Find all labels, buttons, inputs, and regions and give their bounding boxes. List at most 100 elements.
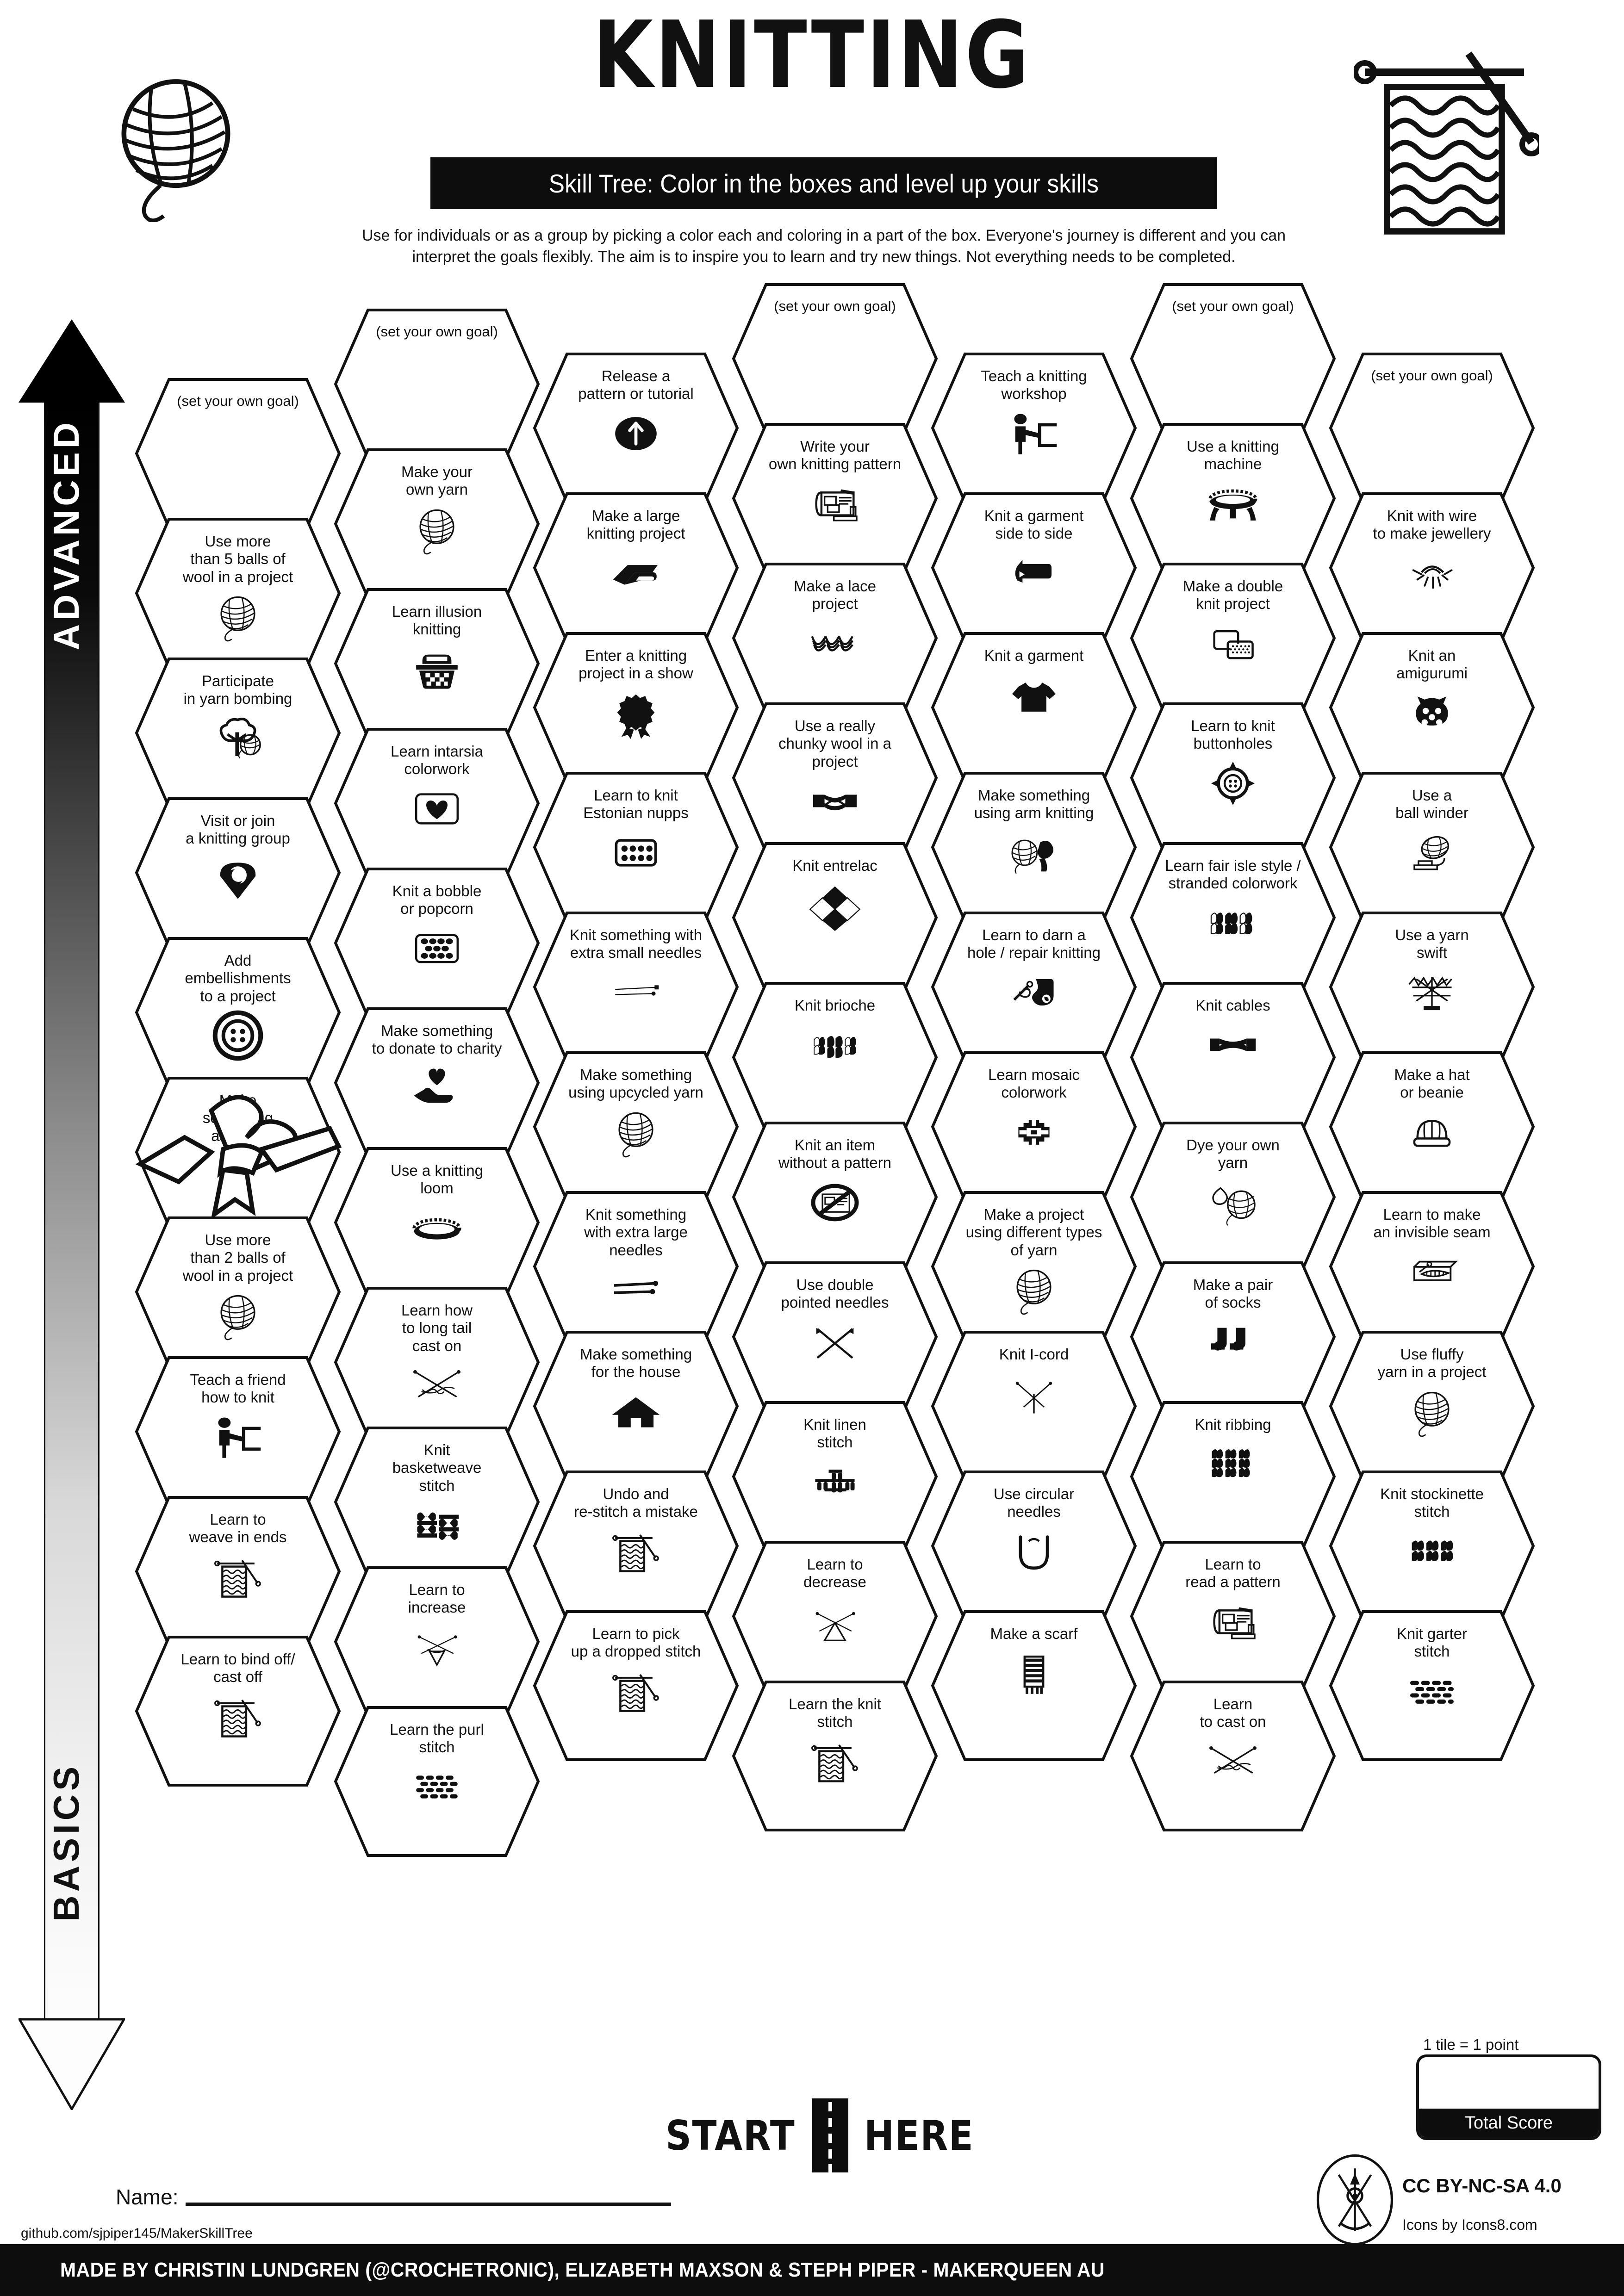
skill-tile[interactable]: Learn to make an invisible seam bbox=[1328, 1190, 1536, 1343]
skill-tile[interactable]: Learn to knit buttonholes bbox=[1129, 701, 1337, 854]
skill-tile[interactable]: Release a pattern or tutorial bbox=[532, 352, 740, 504]
skill-tile[interactable]: Make a pair of socks bbox=[1129, 1260, 1337, 1413]
skill-tile[interactable]: Participate in yarn bombing bbox=[134, 657, 342, 809]
skill-tile[interactable]: Knit an amigurumi bbox=[1328, 631, 1536, 784]
skill-tile[interactable]: (set your own goal) bbox=[333, 308, 541, 460]
skill-tile[interactable]: Make something using upcycled yarn bbox=[532, 1050, 740, 1203]
skill-tile[interactable]: Write your own knitting pattern bbox=[731, 422, 939, 575]
skill-tile[interactable]: Learn to weave in ends bbox=[134, 1495, 342, 1648]
total-score-box[interactable]: Total Score bbox=[1416, 2054, 1601, 2140]
skill-tile-label: Knit stockinette stitch bbox=[1380, 1485, 1484, 1520]
upload-arrow-icon bbox=[608, 408, 664, 459]
road-graphic bbox=[812, 2098, 849, 2173]
skill-tile[interactable]: Dye your own yarn bbox=[1129, 1121, 1337, 1273]
skill-tile[interactable]: Learn how to long tail cast on bbox=[333, 1286, 541, 1439]
skill-tile[interactable]: Knit cables bbox=[1129, 981, 1337, 1134]
skill-tile-label: Make something to donate to charity bbox=[372, 1022, 502, 1057]
skill-tile[interactable]: Undo and re-stitch a mistake bbox=[532, 1470, 740, 1622]
skill-tile[interactable]: Knit linen stitch bbox=[731, 1400, 939, 1553]
skill-tile[interactable]: Knit with wire to make jewellery bbox=[1328, 491, 1536, 644]
skill-tile[interactable]: Learn to bind off/cast off bbox=[134, 1635, 342, 1787]
skill-tile[interactable]: Make a double knit project bbox=[1129, 562, 1337, 714]
skill-tile[interactable]: (set your own goal) bbox=[1328, 352, 1536, 504]
skill-tile[interactable]: Learn to read a pattern bbox=[1129, 1540, 1337, 1693]
skill-tile[interactable]: Teach a friend how to knit bbox=[134, 1355, 342, 1508]
project-url[interactable]: github.com/sjpiper145/MakerSkillTree bbox=[21, 2226, 253, 2241]
skill-tile[interactable]: (set your own goal) bbox=[134, 377, 342, 530]
skill-tile-label: Use more than 5 balls of wool in a project bbox=[182, 533, 293, 585]
skill-tile[interactable]: Use fluffy yarn in a project bbox=[1328, 1330, 1536, 1483]
skill-tile[interactable]: Learn mosaic colorwork bbox=[930, 1050, 1138, 1203]
yarn-swift-icon bbox=[1404, 967, 1460, 1018]
house-icon bbox=[608, 1386, 664, 1438]
skill-tile[interactable]: Use a really chunky wool in a project bbox=[731, 701, 939, 854]
skill-tile[interactable]: Make something to donate to charity bbox=[333, 1006, 541, 1159]
skill-tile[interactable]: Make your own yarn bbox=[333, 447, 541, 600]
skill-tile[interactable]: Use a knitting machine bbox=[1129, 422, 1337, 575]
skill-tile[interactable]: Use double pointed needles bbox=[731, 1260, 939, 1413]
skill-tile[interactable]: Use circular needles bbox=[930, 1470, 1138, 1622]
skill-tile[interactable]: Makesomethingas a gift bbox=[134, 1076, 342, 1229]
skill-tile[interactable]: Teach a knitting workshop bbox=[930, 352, 1138, 504]
skill-tile[interactable]: Make a scarf bbox=[930, 1609, 1138, 1762]
skill-tile[interactable]: Make something using arm knitting bbox=[930, 771, 1138, 924]
skill-tile[interactable]: Learn to increase bbox=[333, 1565, 541, 1718]
skill-tile[interactable]: Knit something with extra small needles bbox=[532, 911, 740, 1063]
skill-tile[interactable]: Visit or join a knitting group bbox=[134, 796, 342, 949]
makerqueen-logo-icon bbox=[1316, 2154, 1394, 2246]
skill-tile[interactable]: Learn to cast on bbox=[1129, 1680, 1337, 1832]
skill-tile[interactable]: Use more than 2 balls of wool in a project bbox=[134, 1216, 342, 1368]
skill-tile-label: Dye your own yarn bbox=[1186, 1136, 1280, 1172]
skill-tile-label: Teach a friend how to knit bbox=[190, 1371, 286, 1406]
skill-tile[interactable]: Knit I-cord bbox=[930, 1330, 1138, 1483]
skill-tile[interactable]: Learn intarsia colorwork bbox=[333, 727, 541, 880]
skill-tile[interactable]: Use more than 5 balls of wool in a project bbox=[134, 517, 342, 670]
skill-tile[interactable]: Knit ribbing bbox=[1129, 1400, 1337, 1553]
skill-tile[interactable]: Knit a garment side to side bbox=[930, 491, 1138, 644]
knitting-machine-icon bbox=[1205, 478, 1261, 530]
scarf-icon bbox=[1006, 1647, 1062, 1699]
crossed-needles-icon bbox=[409, 1359, 465, 1411]
skill-tile[interactable]: Knit garter stitch bbox=[1328, 1609, 1536, 1762]
needles-swatch-doodle-icon bbox=[1354, 51, 1539, 235]
skill-tile[interactable]: Learn to pick up a dropped stitch bbox=[532, 1609, 740, 1762]
skill-tile[interactable]: Enter a knitting project in a show bbox=[532, 631, 740, 784]
purl-rows-icon bbox=[409, 1761, 465, 1813]
name-field-row[interactable]: Name: bbox=[116, 2177, 671, 2209]
skill-tile[interactable]: Learn the purl stitch bbox=[333, 1705, 541, 1858]
skill-tile[interactable]: Learn the knit stitch bbox=[731, 1680, 939, 1832]
skill-tile[interactable]: Knit brioche bbox=[731, 981, 939, 1134]
skill-tile-label: Learn to increase bbox=[408, 1581, 466, 1616]
needle-swatch-icon bbox=[210, 1551, 266, 1603]
page-footer: MADE BY CHRISTIN LUNDGREN (@CROCHETRONIC… bbox=[0, 2244, 1624, 2296]
skill-tile[interactable]: Knit something with extra large needles bbox=[532, 1190, 740, 1343]
skill-tile[interactable]: Knit stockinette stitch bbox=[1328, 1470, 1536, 1622]
skill-tile[interactable]: Knit a bobble or popcorn bbox=[333, 867, 541, 1019]
skill-tile[interactable]: Knit a garment bbox=[930, 631, 1138, 784]
skill-tile-label: Knit an amigurumi bbox=[1396, 647, 1468, 682]
skill-tile[interactable]: Make a hat or beanie bbox=[1328, 1050, 1536, 1203]
skill-tile[interactable]: Learn to darn a hole / repair knitting bbox=[930, 911, 1138, 1063]
name-input-line[interactable] bbox=[186, 2203, 671, 2206]
skill-tile[interactable]: Learn to decrease bbox=[731, 1540, 939, 1693]
skill-tile[interactable]: Knit entrelac bbox=[731, 841, 939, 994]
small-needles-icon bbox=[608, 967, 664, 1018]
skill-tile[interactable]: Learn illusion knitting bbox=[333, 587, 541, 740]
skill-tile[interactable]: Make a lace project bbox=[731, 562, 939, 714]
skill-tile-label: Release a pattern or tutorial bbox=[578, 367, 694, 403]
skill-tile[interactable]: Make a project using different types of ya… bbox=[930, 1190, 1138, 1343]
skill-tile[interactable]: Make a large knitting project bbox=[532, 491, 740, 644]
skill-tile[interactable]: Knit basketweave stitch bbox=[333, 1426, 541, 1578]
skill-tile[interactable]: Knit an item without a pattern bbox=[731, 1121, 939, 1273]
skill-tile[interactable]: Make something for the house bbox=[532, 1330, 740, 1483]
skill-tile[interactable]: Use a ball winder bbox=[1328, 771, 1536, 924]
mosaic-icon bbox=[1006, 1106, 1062, 1158]
skill-tile[interactable]: Add embellishments to a project bbox=[134, 936, 342, 1089]
heart-square-icon bbox=[409, 783, 465, 835]
skill-tile[interactable]: Use a knitting loom bbox=[333, 1146, 541, 1299]
skill-tile[interactable]: (set your own goal) bbox=[731, 282, 939, 435]
skill-tile[interactable]: Learn fair isle style / stranded colorwor… bbox=[1129, 841, 1337, 994]
skill-tile[interactable]: (set your own goal) bbox=[1129, 282, 1337, 435]
skill-tile[interactable]: Use a yarn swift bbox=[1328, 911, 1536, 1063]
skill-tile[interactable]: Learn to knit Estonian nupps bbox=[532, 771, 740, 924]
